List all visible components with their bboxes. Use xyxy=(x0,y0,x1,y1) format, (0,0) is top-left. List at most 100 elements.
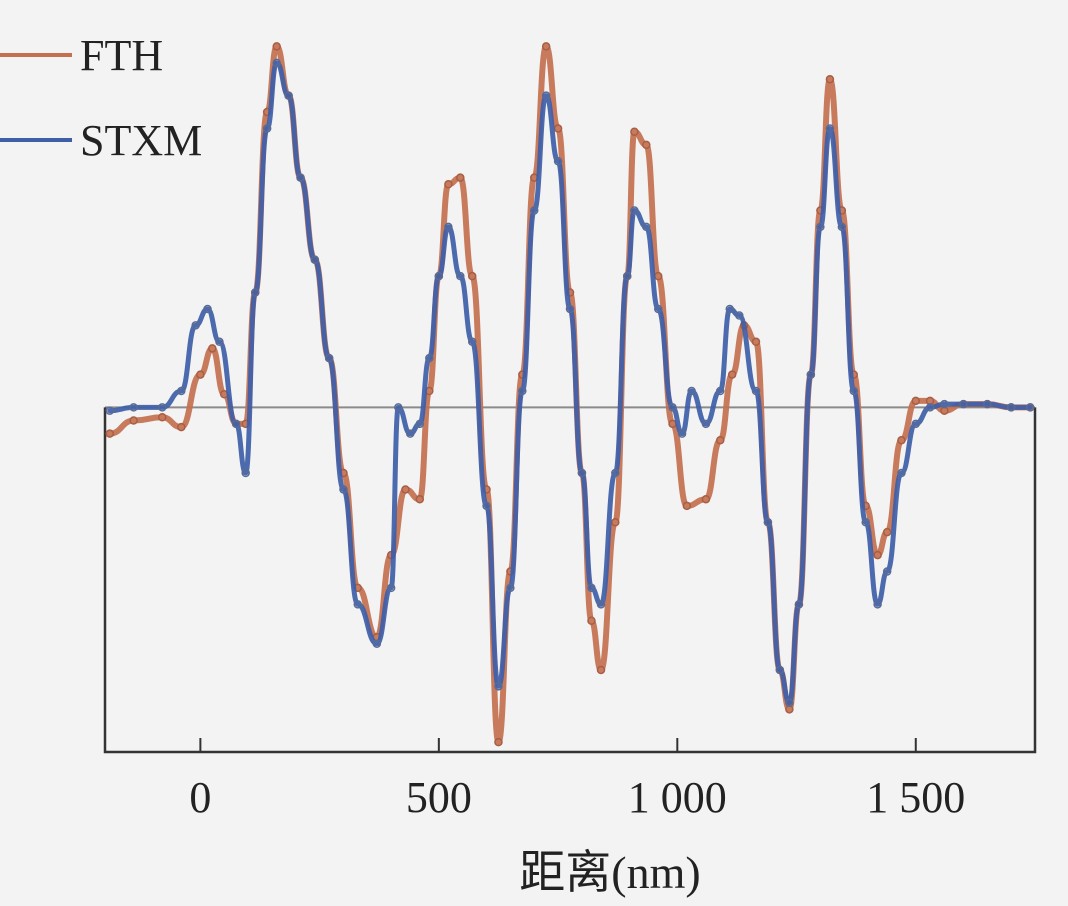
data-point-stxm xyxy=(1006,403,1016,412)
data-point-fth xyxy=(157,413,167,422)
data-point-stxm xyxy=(806,370,816,379)
data-point-stxm xyxy=(873,600,882,609)
data-point-fth xyxy=(715,435,725,445)
data-point-fth xyxy=(825,74,835,84)
data-point-stxm xyxy=(577,468,587,478)
data-point-stxm xyxy=(215,337,224,347)
data-point-stxm xyxy=(467,337,477,347)
data-point-fth xyxy=(873,550,882,560)
data-point-fth xyxy=(596,665,606,675)
data-point-fth xyxy=(897,435,906,445)
data-point-stxm xyxy=(725,304,735,314)
data-point-fth xyxy=(272,42,281,51)
data-point-stxm xyxy=(622,271,632,281)
data-point-stxm xyxy=(191,321,200,330)
data-point-stxm xyxy=(324,353,334,363)
data-point-stxm xyxy=(587,583,596,593)
data-point-fth xyxy=(444,179,453,189)
data-point-stxm xyxy=(668,403,677,412)
data-point-stxm xyxy=(231,419,241,429)
data-point-fth xyxy=(911,396,921,406)
data-point-stxm xyxy=(677,429,687,438)
data-point-fth xyxy=(401,485,410,494)
data-point-stxm xyxy=(701,419,711,429)
data-point-fth xyxy=(456,173,465,182)
data-point-stxm xyxy=(339,485,348,494)
data-point-fth xyxy=(129,416,138,425)
data-point-stxm xyxy=(386,583,396,593)
x-tick-label: 1 500 xyxy=(866,773,965,822)
data-point-fth xyxy=(177,422,186,432)
data-point-stxm xyxy=(911,419,921,429)
data-point-stxm xyxy=(775,665,785,675)
data-point-stxm xyxy=(506,583,515,593)
data-point-stxm xyxy=(494,682,503,691)
data-point-stxm xyxy=(372,639,382,648)
data-point-stxm xyxy=(203,304,212,314)
data-point-stxm xyxy=(940,399,949,409)
data-point-stxm xyxy=(434,271,444,281)
data-point-stxm xyxy=(157,403,167,412)
data-point-stxm xyxy=(425,353,434,363)
data-point-stxm xyxy=(394,403,403,412)
data-point-fth xyxy=(630,127,639,136)
data-point-stxm xyxy=(565,304,575,314)
data-point-stxm xyxy=(983,399,992,409)
plot-frame xyxy=(103,407,1037,754)
data-point-stxm xyxy=(456,271,465,281)
data-point-stxm xyxy=(262,124,272,133)
data-point-stxm xyxy=(816,222,825,232)
data-point-stxm xyxy=(296,173,305,182)
data-point-stxm xyxy=(529,206,539,215)
data-point-stxm xyxy=(272,58,281,68)
data-point-stxm xyxy=(630,206,639,215)
data-point-fth xyxy=(727,370,737,379)
data-point-fth xyxy=(682,501,692,511)
data-point-stxm xyxy=(105,406,115,415)
data-point-stxm xyxy=(518,386,527,396)
data-point-stxm xyxy=(925,403,935,412)
data-point-stxm xyxy=(241,468,250,478)
x-tick-label: 0 xyxy=(189,773,211,822)
data-point-fth xyxy=(611,518,620,527)
data-point-stxm xyxy=(444,222,453,232)
data-point-stxm xyxy=(642,222,651,232)
data-point-stxm xyxy=(405,429,415,438)
data-point-fth xyxy=(467,271,477,281)
data-point-fth xyxy=(196,370,205,379)
series-line-stxm xyxy=(107,60,1033,706)
data-point-stxm xyxy=(284,91,293,100)
data-point-stxm xyxy=(861,518,870,527)
data-point-stxm xyxy=(415,419,425,429)
data-point-fth xyxy=(494,737,503,747)
data-point-stxm xyxy=(653,304,663,314)
data-point-fth xyxy=(882,527,892,537)
data-point-fth xyxy=(415,495,425,504)
data-point-stxm xyxy=(715,386,725,396)
data-point-stxm xyxy=(310,255,320,264)
data-point-stxm xyxy=(541,91,551,100)
x-tick-label: 500 xyxy=(406,773,472,822)
data-point-stxm xyxy=(177,386,186,396)
data-point-fth xyxy=(701,495,711,504)
data-point-stxm xyxy=(553,157,563,166)
data-point-stxm xyxy=(129,403,138,412)
data-point-stxm xyxy=(751,386,761,396)
data-point-stxm xyxy=(837,222,847,232)
data-point-stxm xyxy=(849,386,859,396)
data-point-stxm xyxy=(1025,403,1035,412)
x-tick-label: 1 000 xyxy=(628,773,727,822)
legend-label-stxm: STXM xyxy=(80,116,202,165)
data-point-stxm xyxy=(482,501,491,511)
data-point-stxm xyxy=(825,124,835,133)
data-point-stxm xyxy=(687,386,696,396)
data-point-fth xyxy=(642,140,651,150)
data-point-stxm xyxy=(785,698,794,708)
legend-label-fth: FTH xyxy=(80,31,163,80)
data-point-stxm xyxy=(596,600,606,609)
data-point-stxm xyxy=(250,288,260,297)
data-point-stxm xyxy=(735,311,744,320)
data-point-fth xyxy=(105,429,115,438)
data-point-stxm xyxy=(959,399,968,409)
